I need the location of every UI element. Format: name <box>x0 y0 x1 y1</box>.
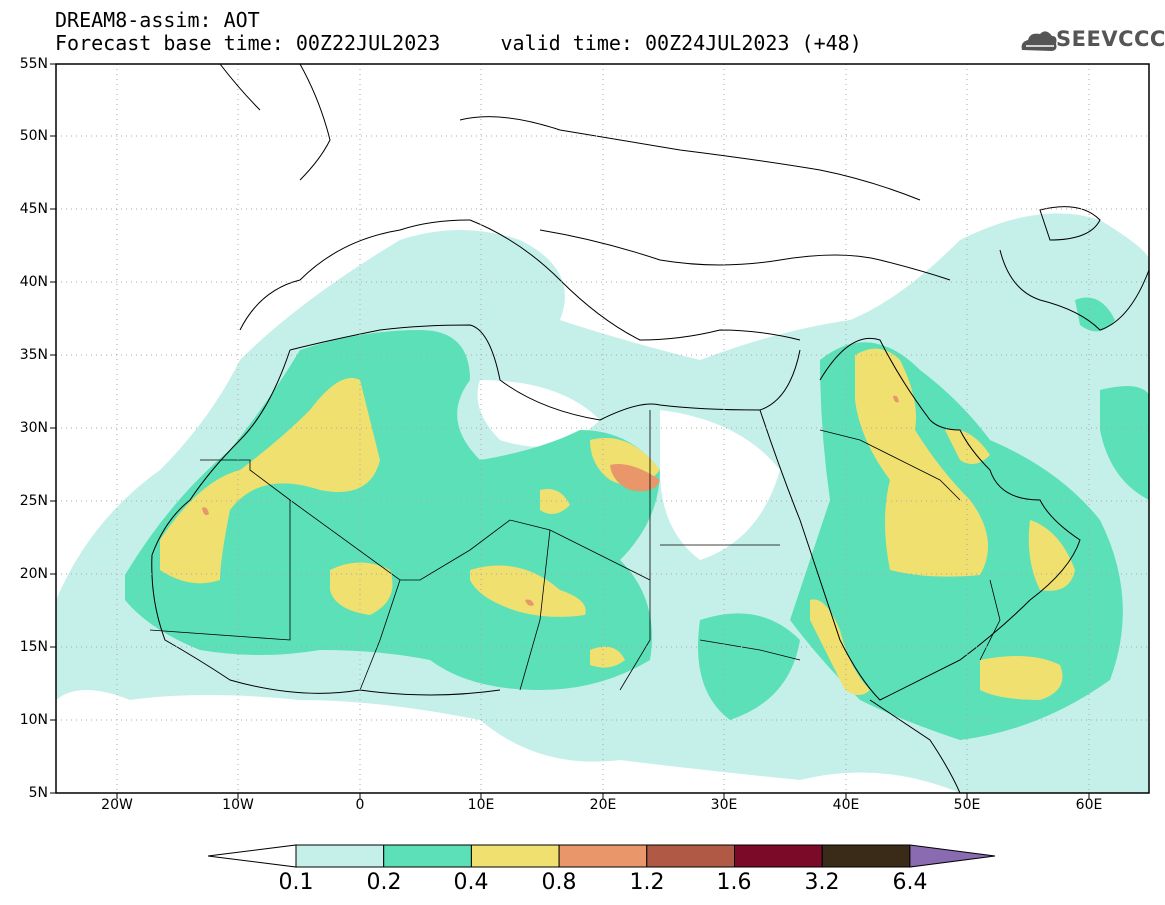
lat-label-40n: 40N <box>19 274 48 290</box>
colorbar-label: 1.6 <box>716 870 752 895</box>
colorbar-high-arrow <box>909 844 996 868</box>
lon-label-10e: 10E <box>467 797 495 813</box>
colorbar-swatch-3 <box>470 844 560 868</box>
axis-ticks <box>50 63 1090 799</box>
colorbar-label: 0.4 <box>453 870 489 895</box>
lon-label-0: 0 <box>355 797 365 813</box>
colorbar-label: 0.2 <box>366 870 402 895</box>
colorbar-swatch-4 <box>558 844 648 868</box>
lat-label-15n: 15N <box>19 639 48 655</box>
lon-label-20w: 20W <box>101 797 133 813</box>
lon-label-30e: 30E <box>710 797 738 813</box>
colorbar-swatch-1 <box>295 844 385 868</box>
lat-label-20n: 20N <box>19 566 48 582</box>
borders <box>149 410 1001 691</box>
lon-label-60e: 60E <box>1075 797 1103 813</box>
colorbar-swatch-5 <box>646 844 735 868</box>
colorbar-low-arrow <box>207 844 297 868</box>
aot-level-0.4-arabia <box>855 348 988 577</box>
lon-label-10w: 10W <box>222 797 254 813</box>
colorbar-label: 6.4 <box>892 870 928 895</box>
lat-label-25n: 25N <box>19 493 48 509</box>
lat-label-30n: 30N <box>19 420 48 436</box>
lon-label-40e: 40E <box>832 797 860 813</box>
colorbar <box>207 844 996 868</box>
forecast-time-line: Forecast base time: 00Z22JUL2023 valid t… <box>55 31 862 55</box>
lon-label-50e: 50E <box>953 797 981 813</box>
coastlines <box>151 64 1149 793</box>
colorbar-label: 0.1 <box>278 870 314 895</box>
aot-shading <box>56 213 1149 793</box>
map-title: DREAM8-assim: AOT <box>55 8 260 32</box>
colorbar-label: 3.2 <box>804 870 840 895</box>
colorbar-label: 0.8 <box>541 870 577 895</box>
aot-level-0.4-sahara <box>160 378 380 584</box>
colorbar-label: 1.2 <box>629 870 665 895</box>
lat-label-5n: 5N <box>28 785 48 801</box>
lat-label-35n: 35N <box>19 347 48 363</box>
lat-label-45n: 45N <box>19 201 48 217</box>
lat-label-10n: 10N <box>19 712 48 728</box>
seevccc-logo-text: SEEVCCC <box>1056 27 1165 51</box>
grid-lines <box>56 64 1149 793</box>
lat-label-50n: 50N <box>19 128 48 144</box>
colorbar-swatch-2 <box>383 844 472 868</box>
colorbar-swatch-7 <box>821 844 911 868</box>
cloud-logo-icon <box>1021 31 1057 51</box>
colorbar-swatch-6 <box>734 844 823 868</box>
lat-label-55n: 55N <box>19 56 48 72</box>
lon-label-20e: 20E <box>589 797 617 813</box>
aot-level-0.8 <box>610 464 660 492</box>
